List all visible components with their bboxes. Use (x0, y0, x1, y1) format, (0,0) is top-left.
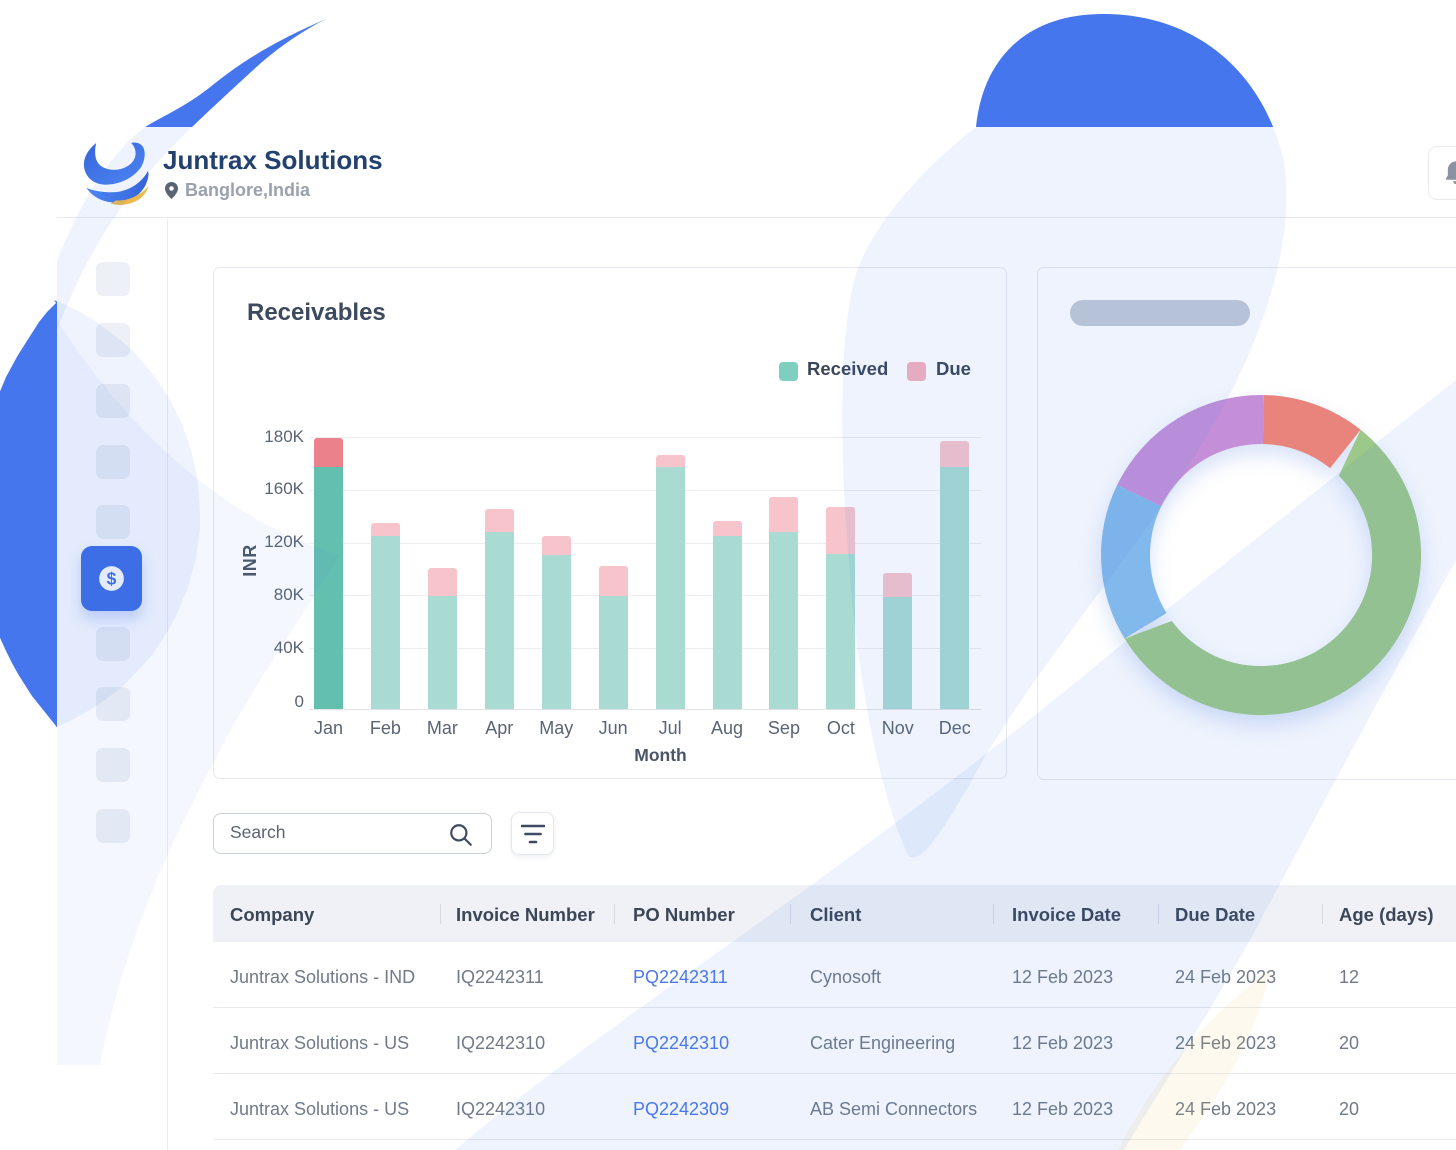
svg-text:$: $ (107, 569, 117, 589)
